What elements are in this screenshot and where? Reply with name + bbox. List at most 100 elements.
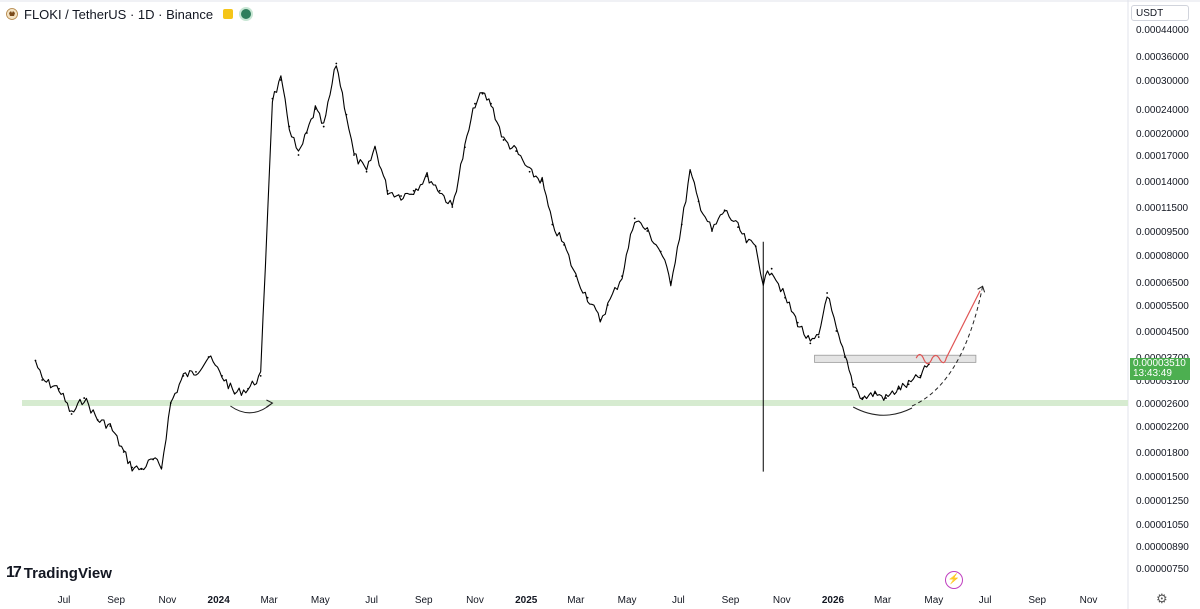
lightning-icon[interactable]: ⚡ <box>945 571 963 589</box>
price-point <box>541 180 544 182</box>
price-point <box>474 102 476 105</box>
price-point <box>140 468 143 471</box>
price-point <box>861 397 864 399</box>
price-axis-label: 0.00020000 <box>1136 129 1189 140</box>
time-axis-label: Jul <box>58 595 71 606</box>
price-axis-label: 0.00005500 <box>1136 301 1189 312</box>
price-axis-label: 0.00036000 <box>1136 52 1189 63</box>
price-point <box>169 402 172 404</box>
price-point <box>247 387 249 390</box>
price-point <box>852 383 855 386</box>
price-point <box>897 387 900 390</box>
price-point <box>314 108 317 110</box>
price-point <box>826 292 829 294</box>
price-point <box>131 466 133 469</box>
price-point <box>83 397 86 399</box>
price-point <box>182 374 185 377</box>
price-axis-label: 0.00002200 <box>1136 422 1189 433</box>
time-axis-label: 2026 <box>822 595 845 606</box>
flag-icon[interactable] <box>223 9 234 19</box>
price-point <box>322 125 325 128</box>
current-price-tag: 0.00003510 13:43:49 <box>1130 358 1190 380</box>
price-point <box>697 200 700 203</box>
price-axis-label: 0.00030000 <box>1136 76 1189 87</box>
price-point <box>874 392 876 395</box>
price-point <box>490 102 492 105</box>
current-price-value: 0.00003510 <box>1133 358 1186 369</box>
left-arc-arrowhead <box>266 399 274 408</box>
symbol-title[interactable]: FLOKI / TetherUS · 1D · Binance <box>24 6 214 22</box>
price-point <box>659 250 662 253</box>
market-status-icon[interactable] <box>239 7 254 21</box>
time-axis-label: Sep <box>107 595 125 606</box>
price-point <box>784 296 787 299</box>
price-point <box>551 223 554 226</box>
price-point <box>919 374 922 377</box>
price-axis-label: 0.00001800 <box>1136 448 1189 459</box>
price-point <box>669 281 672 283</box>
price-axis-label: 0.00000750 <box>1136 564 1189 575</box>
price-point <box>195 370 197 373</box>
price-point <box>96 418 99 421</box>
time-axis-label: 2025 <box>515 595 538 606</box>
time-axis-label: 2024 <box>208 595 231 606</box>
price-axis-label: 0.00001050 <box>1136 520 1189 531</box>
price-point <box>58 387 60 390</box>
symbol-header: FLOKI / TetherUS · 1D · Binance <box>6 5 254 23</box>
price-point <box>843 356 846 358</box>
currency-selector[interactable]: USDT <box>1131 5 1189 21</box>
price-point <box>400 195 402 197</box>
price-point <box>754 245 757 248</box>
price-axis-label: 0.00006500 <box>1136 278 1189 289</box>
price-axis-label: 0.00011500 <box>1136 203 1189 214</box>
price-point <box>451 206 454 208</box>
price-point <box>586 296 589 299</box>
price-axis-label: 0.00009500 <box>1136 227 1189 238</box>
price-point <box>259 374 262 377</box>
price-point <box>621 275 623 278</box>
price-point <box>723 209 726 212</box>
price-axis-label: 0.00014000 <box>1136 177 1189 188</box>
price-axis-label: 0.00044000 <box>1136 25 1189 36</box>
support-band <box>22 400 1128 406</box>
time-axis-label: May <box>924 595 943 606</box>
price-point <box>711 230 713 232</box>
projection-arrowhead <box>977 285 986 293</box>
price-axis-label: 0.00003100 <box>1136 376 1189 387</box>
price-axis-label: 0.00017000 <box>1136 151 1189 162</box>
price-point <box>817 336 820 338</box>
price-point <box>563 243 565 246</box>
price-point <box>745 240 748 243</box>
price-point <box>737 226 739 228</box>
price-point <box>386 189 389 192</box>
price-point <box>353 154 355 156</box>
tradingview-mark-icon: 17 <box>6 564 22 581</box>
price-point <box>528 170 531 173</box>
price-point <box>646 230 649 232</box>
price-point <box>34 359 37 362</box>
time-axis-label: Mar <box>874 595 892 606</box>
time-axis-label: May <box>618 595 637 606</box>
tradingview-logo[interactable]: 17 TradingView <box>6 564 112 582</box>
gear-icon[interactable]: ⚙ <box>1156 591 1168 606</box>
price-point <box>221 374 223 377</box>
price-point <box>438 189 441 192</box>
time-axis-label: Nov <box>466 595 484 606</box>
price-point <box>515 150 518 152</box>
price-point <box>680 223 683 226</box>
price-axis-label: 0.00008000 <box>1136 251 1189 262</box>
price-point <box>122 451 125 453</box>
price-point <box>207 356 210 358</box>
time-axis-label: Jul <box>979 595 992 606</box>
price-point <box>374 146 376 149</box>
price-point <box>288 125 291 128</box>
price-point <box>599 319 602 321</box>
price-point <box>271 97 274 100</box>
time-axis-label: Nov <box>1080 595 1098 606</box>
price-point <box>835 330 838 332</box>
price-point <box>574 275 577 278</box>
price-point <box>426 175 428 178</box>
bar-countdown: 13:43:49 <box>1133 368 1172 379</box>
time-axis-label: Sep <box>722 595 740 606</box>
